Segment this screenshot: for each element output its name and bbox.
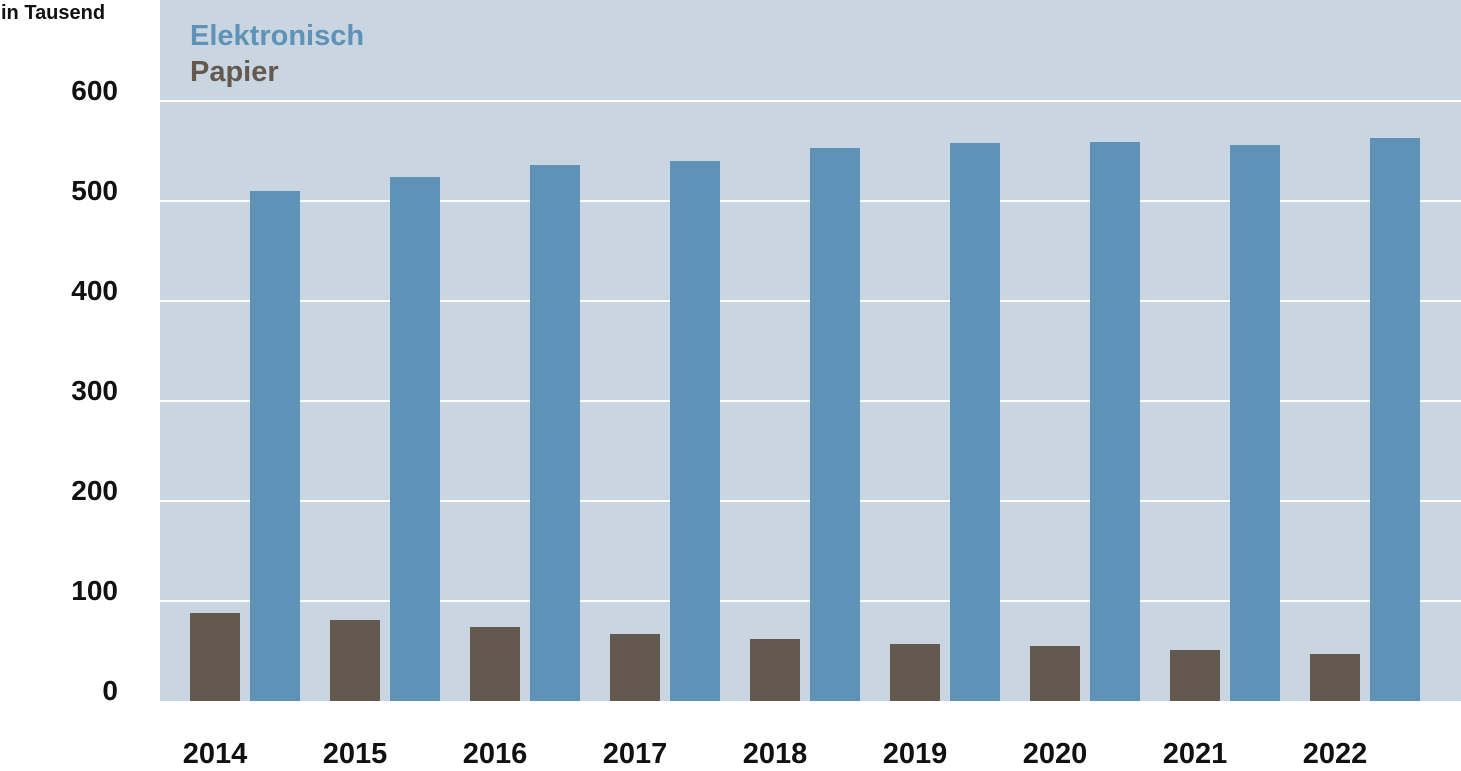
y-tick-label-0: 0 (102, 675, 118, 706)
x-tick-label-2018: 2018 (743, 738, 808, 770)
bar-papier-2016 (470, 627, 520, 701)
x-tick-label-2017: 2017 (603, 738, 668, 770)
y-tick-label-200: 200 (71, 475, 118, 506)
bar-elektronisch-2021 (1230, 145, 1280, 701)
x-tick-label-2014: 2014 (183, 738, 248, 770)
bar-papier-2022 (1310, 654, 1360, 701)
bar-papier-2017 (610, 634, 660, 701)
y-tick-label-600: 600 (71, 75, 118, 106)
bar-papier-2020 (1030, 646, 1080, 701)
x-tick-label-2019: 2019 (883, 738, 948, 770)
bar-papier-2018 (750, 639, 800, 701)
y-tick-label-100: 100 (71, 575, 118, 606)
y-axis-unit-label: in Tausend (1, 2, 105, 24)
bar-elektronisch-2015 (390, 177, 440, 701)
x-tick-label-2021: 2021 (1163, 738, 1228, 770)
x-tick-label-2015: 2015 (323, 738, 388, 770)
x-axis-tick-labels: 2014 2015 2016 2017 2018 2019 2020 2021 2022 (183, 738, 1368, 770)
bar-elektronisch-2014 (250, 191, 300, 701)
bar-elektronisch-2020 (1090, 142, 1140, 701)
x-tick-label-2020: 2020 (1023, 738, 1088, 770)
y-tick-label-500: 500 (71, 175, 118, 206)
bar-papier-2021 (1170, 650, 1220, 701)
bar-elektronisch-2018 (810, 148, 860, 701)
legend: Elektronisch Papier (190, 20, 364, 88)
bar-papier-2019 (890, 644, 940, 701)
bar-elektronisch-2019 (950, 143, 1000, 701)
bar-papier-2014 (190, 613, 240, 701)
legend-entry-elektronisch: Elektronisch (190, 20, 364, 52)
y-axis-tick-labels: 0 100 200 300 400 500 600 (71, 75, 118, 706)
y-tick-label-400: 400 (71, 275, 118, 306)
x-tick-label-2022: 2022 (1303, 738, 1368, 770)
bars (190, 138, 1420, 701)
x-tick-label-2016: 2016 (463, 738, 528, 770)
legend-entry-papier: Papier (190, 56, 279, 88)
bar-elektronisch-2016 (530, 165, 580, 701)
bar-elektronisch-2017 (670, 161, 720, 701)
y-tick-label-300: 300 (71, 375, 118, 406)
bar-papier-2015 (330, 620, 380, 701)
bar-elektronisch-2022 (1370, 138, 1420, 701)
